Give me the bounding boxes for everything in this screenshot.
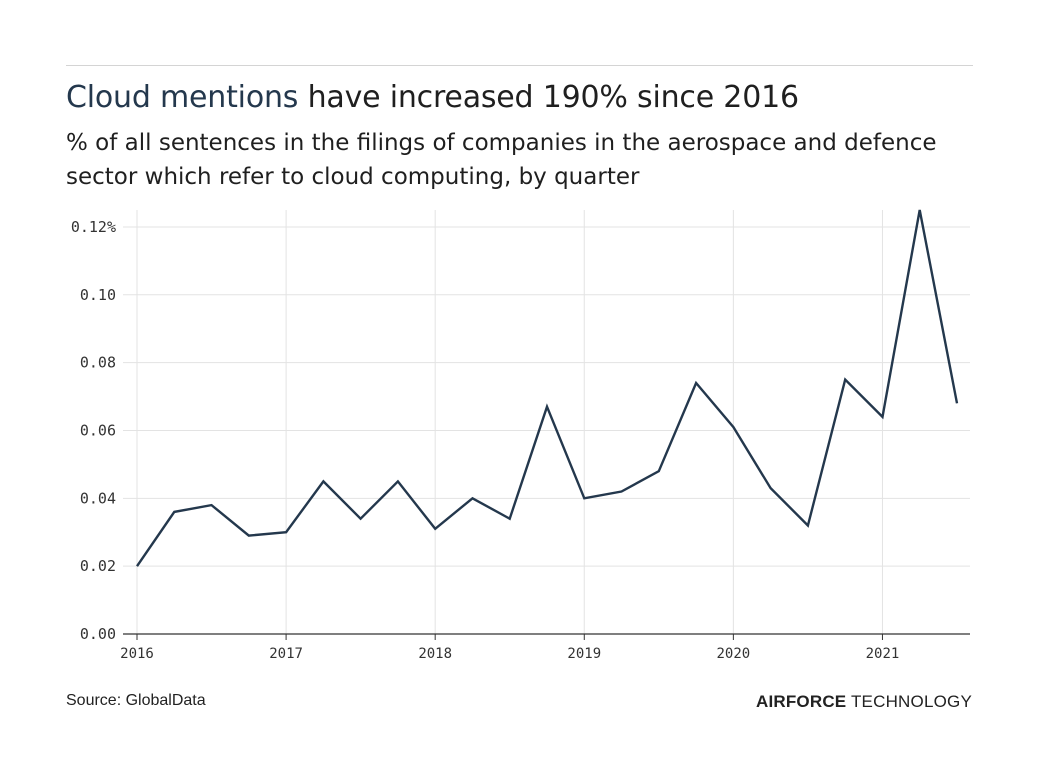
title-rest: have increased 190% since 2016 bbox=[298, 80, 799, 115]
x-tick-label: 2021 bbox=[866, 646, 900, 662]
x-tick-label: 2020 bbox=[717, 646, 751, 662]
brand-bold: AIRFORCE bbox=[755, 692, 847, 711]
label-layer: 0.00 0.02 0.04 0.06 0.08 0.10 0.12% 2016 2017 201… bbox=[71, 218, 899, 662]
chart-title: Cloud mentions have increased 190% since… bbox=[66, 80, 799, 115]
y-tick-label: 0.02 bbox=[80, 557, 116, 575]
brand-logo: AIRFORCE TECHNOLOGY bbox=[756, 692, 972, 712]
y-tick-label: 0.12% bbox=[71, 218, 116, 236]
x-tick-label: 2017 bbox=[269, 646, 303, 662]
chart-subtitle: % of all sentences in the filings of com… bbox=[66, 130, 937, 190]
y-tick-label: 0.06 bbox=[80, 421, 116, 439]
y-tick-label: 0.08 bbox=[80, 354, 116, 372]
source-note: Source: GlobalData bbox=[66, 692, 206, 709]
top-rule bbox=[66, 65, 973, 66]
y-tick-label: 0.00 bbox=[80, 625, 116, 643]
brand-light: TECHNOLOGY bbox=[846, 692, 972, 711]
series-layer bbox=[136, 209, 959, 567]
series-line bbox=[136, 209, 959, 567]
x-tick-label: 2018 bbox=[418, 646, 452, 662]
grid-layer bbox=[123, 210, 970, 634]
y-tick-label: 0.10 bbox=[80, 286, 116, 304]
axis-layer bbox=[123, 633, 970, 640]
x-tick-label: 2016 bbox=[120, 646, 154, 662]
x-tick-label: 2019 bbox=[567, 646, 601, 662]
y-tick-label: 0.04 bbox=[80, 489, 116, 507]
title-highlight: Cloud mentions bbox=[66, 80, 299, 115]
